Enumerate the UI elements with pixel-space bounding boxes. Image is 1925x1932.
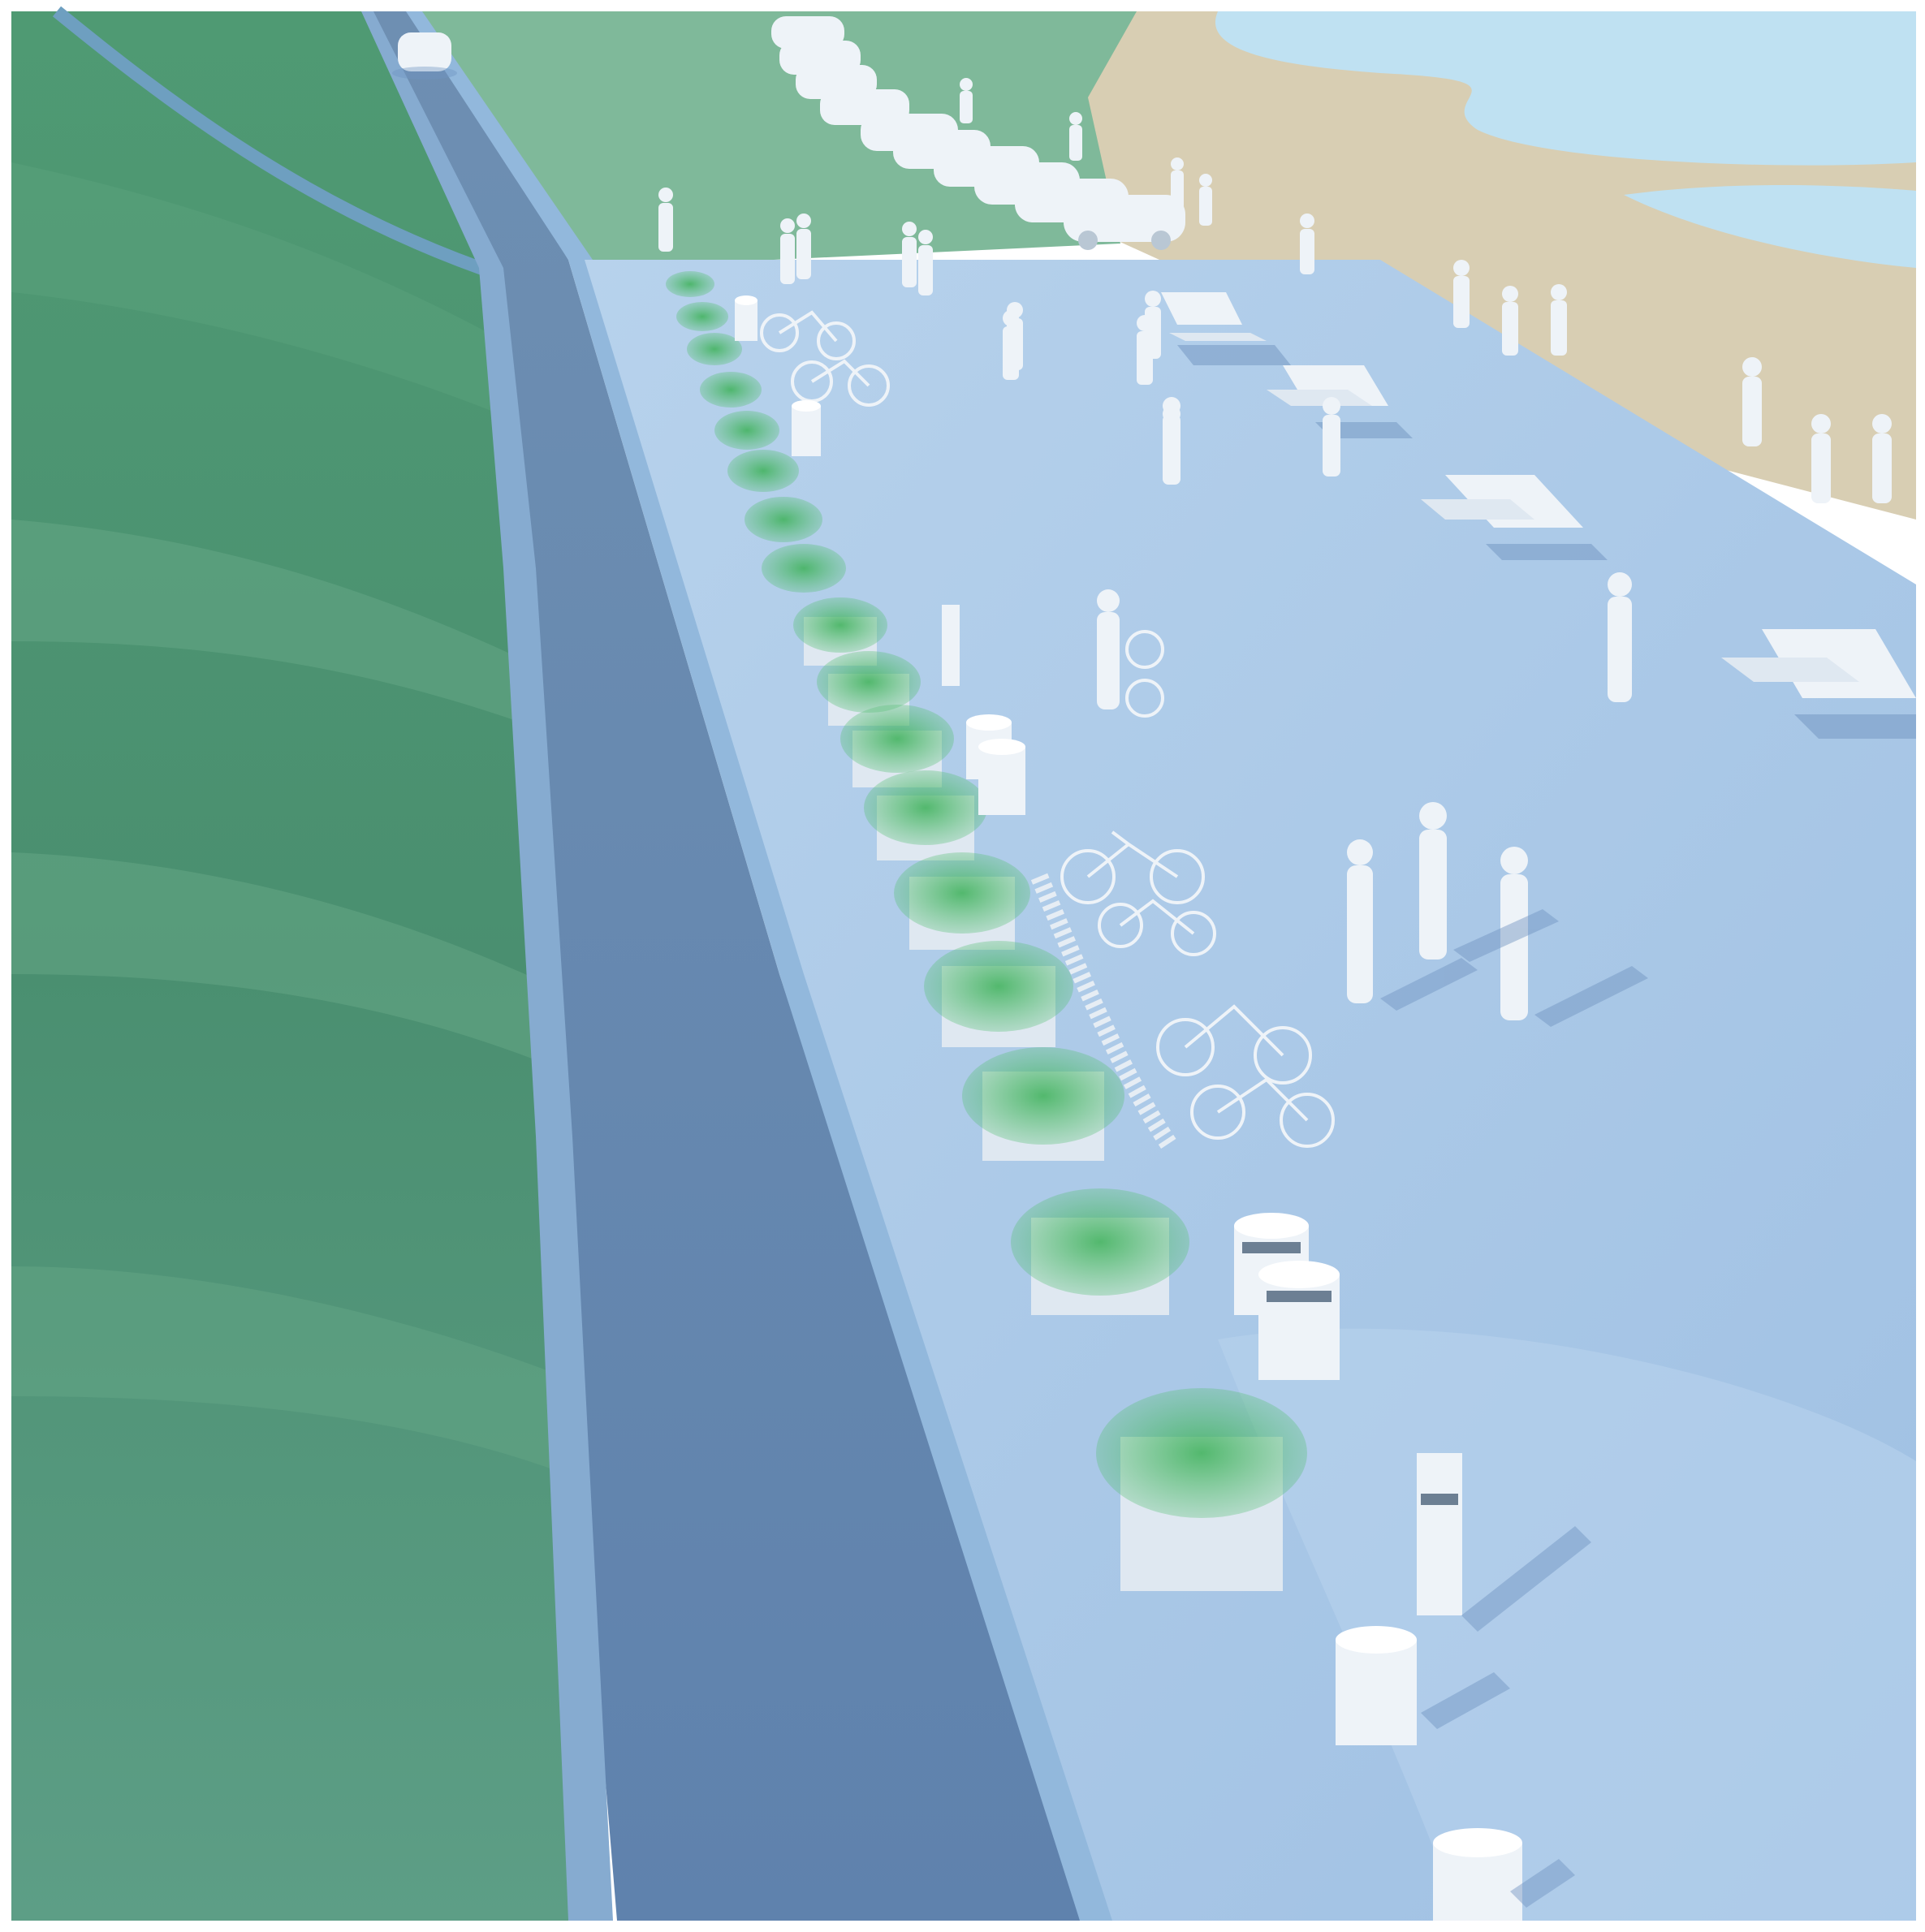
person xyxy=(902,222,917,287)
person xyxy=(780,218,795,284)
planter xyxy=(714,411,779,450)
planter xyxy=(687,333,742,365)
bicycle xyxy=(760,310,856,360)
car xyxy=(1064,195,1185,250)
shadows xyxy=(1380,909,1648,1908)
trash-bin xyxy=(1336,1626,1417,1745)
person xyxy=(1347,839,1373,1003)
bicycle xyxy=(791,359,890,407)
planter xyxy=(700,372,762,408)
planter xyxy=(1096,1388,1307,1591)
planter xyxy=(727,450,799,492)
planter xyxy=(745,497,822,542)
person xyxy=(918,230,933,295)
person xyxy=(1502,286,1518,356)
bike-rack xyxy=(1030,873,1177,1150)
water-inlet xyxy=(1624,185,1916,268)
planter xyxy=(676,302,728,331)
bicycle xyxy=(1098,899,1216,956)
person xyxy=(1199,174,1212,226)
grass-band xyxy=(11,1266,575,1477)
bicycle xyxy=(1156,1004,1312,1085)
person xyxy=(1171,157,1184,209)
grass-field xyxy=(373,11,1137,268)
bicycle xyxy=(1125,630,1164,718)
person xyxy=(658,188,673,252)
person xyxy=(960,78,973,123)
person xyxy=(1742,357,1762,446)
grass-band xyxy=(11,520,544,731)
person xyxy=(1003,310,1019,380)
person xyxy=(1453,260,1470,328)
trash-bin xyxy=(978,739,1025,815)
grass-band xyxy=(11,162,520,422)
person xyxy=(1811,414,1831,503)
person xyxy=(1500,847,1528,1020)
person xyxy=(1323,397,1340,477)
footpath-line xyxy=(52,6,506,282)
person xyxy=(1069,112,1082,161)
picnic-table xyxy=(1421,475,1608,560)
bicycle-group xyxy=(760,310,1335,1148)
people xyxy=(658,78,1892,1020)
planter xyxy=(864,770,987,860)
car xyxy=(392,32,457,80)
person xyxy=(1872,414,1892,503)
grass-band xyxy=(11,852,564,1072)
grass-slope xyxy=(11,11,585,1921)
trash-bin xyxy=(792,400,821,456)
person xyxy=(796,213,811,279)
water xyxy=(1215,11,1916,166)
planter xyxy=(666,271,714,297)
person xyxy=(1551,284,1567,356)
road-edge-left xyxy=(361,11,613,1921)
person xyxy=(1097,589,1120,709)
planter xyxy=(962,1047,1124,1161)
bollard xyxy=(1417,1453,1462,1615)
planter xyxy=(1011,1188,1189,1315)
trash-bin xyxy=(1258,1261,1340,1380)
picnic-table xyxy=(1721,629,1916,739)
trash-bin xyxy=(1433,1828,1522,1921)
picnic-table xyxy=(1161,292,1291,365)
person xyxy=(1300,213,1314,274)
person xyxy=(1608,572,1632,702)
planter xyxy=(894,852,1030,950)
planter-row xyxy=(666,271,1307,1591)
planter xyxy=(924,941,1073,1047)
parked-cars xyxy=(392,16,1185,250)
bollard xyxy=(942,605,960,686)
person xyxy=(1137,315,1153,385)
bicycle xyxy=(1060,830,1205,904)
road xyxy=(365,11,1088,1921)
bicycle xyxy=(1190,1077,1335,1148)
trash-bin xyxy=(735,295,757,341)
road-edge-right xyxy=(406,11,1120,1921)
person xyxy=(1163,397,1180,477)
planter xyxy=(762,544,846,593)
person xyxy=(1419,802,1447,960)
plaza-shadow xyxy=(1218,1328,1916,1921)
planter xyxy=(793,597,887,666)
